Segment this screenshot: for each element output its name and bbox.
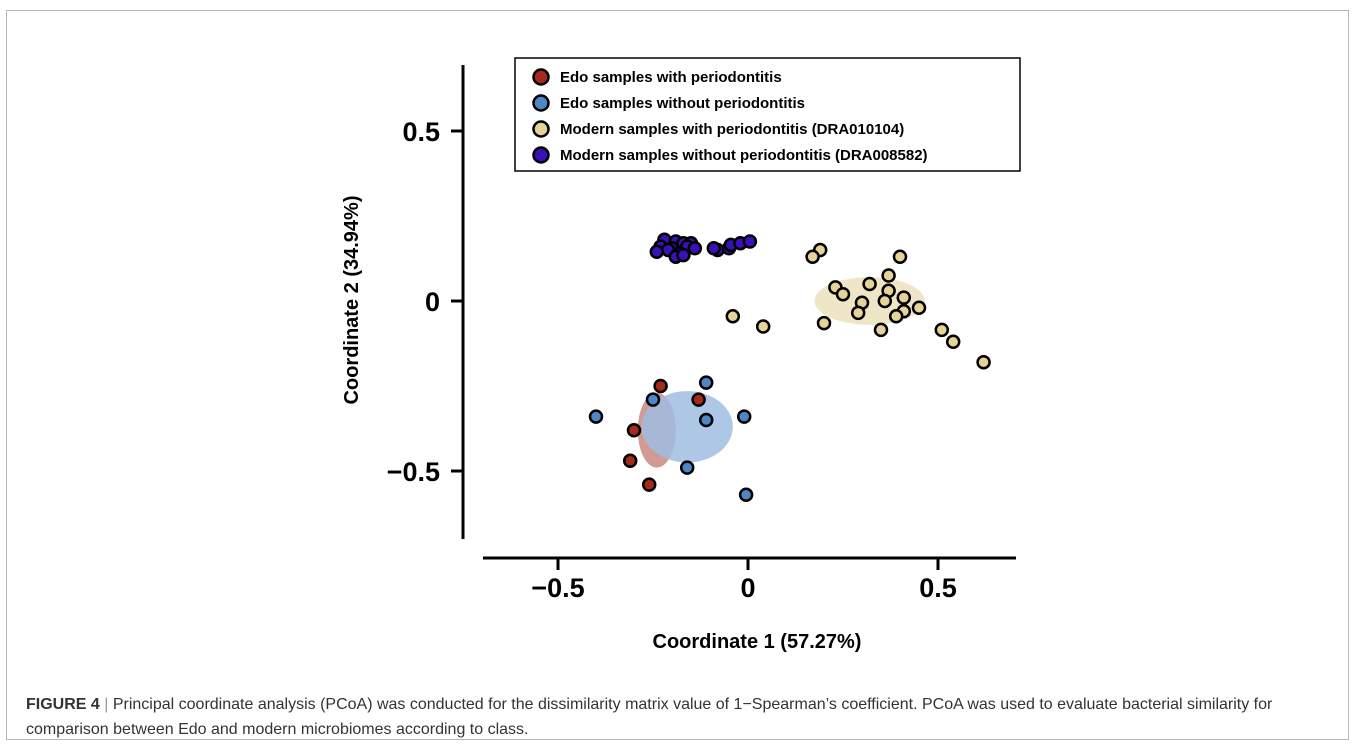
data-point xyxy=(653,378,668,394)
y-tick-label: 0.5 xyxy=(402,117,440,147)
data-point xyxy=(888,309,904,324)
legend-label: Edo samples with periodontitis xyxy=(560,69,782,86)
data-point xyxy=(725,309,741,324)
x-tick-label: 0.5 xyxy=(919,573,957,603)
scatter-points xyxy=(588,232,991,503)
legend-marker xyxy=(532,94,550,112)
y-tick-label: 0 xyxy=(425,287,440,317)
legend-label: Modern samples with periodontitis (DRA01… xyxy=(560,121,904,138)
x-tick-label: −0.5 xyxy=(531,573,584,603)
data-point xyxy=(805,249,820,265)
x-axis-title: Coordinate 1 (57.27%) xyxy=(653,631,862,653)
data-point xyxy=(873,322,889,338)
data-point xyxy=(738,487,754,503)
legend-label: Edo samples without periodontitis xyxy=(560,95,805,112)
figure-caption: FIGURE 4 | Principal coordinate analysis… xyxy=(26,692,1326,742)
data-point xyxy=(706,241,722,256)
data-point xyxy=(881,268,896,283)
data-point xyxy=(816,315,832,331)
figure-label: FIGURE 4 xyxy=(26,696,100,713)
data-point xyxy=(645,392,661,407)
data-point xyxy=(850,305,866,321)
y-axis-title: Coordinate 2 (34.94%) xyxy=(341,196,363,405)
data-point xyxy=(676,247,691,263)
data-point xyxy=(698,412,714,428)
data-point xyxy=(877,293,893,309)
confidence-ellipse xyxy=(641,391,733,463)
data-point xyxy=(934,322,950,338)
figure-frame xyxy=(6,10,1349,740)
data-point xyxy=(911,300,927,316)
legend-marker xyxy=(532,146,550,164)
x-tick-label: 0 xyxy=(740,573,755,603)
legend-box xyxy=(514,57,1021,172)
caption-separator: | xyxy=(99,696,113,713)
data-point xyxy=(687,241,703,256)
data-point xyxy=(862,276,877,292)
data-point xyxy=(679,460,695,475)
data-point xyxy=(835,286,851,302)
pcoa-scatter-chart: 0.5 0 −0.5 −0.5 0 0.5 Coordinate 1 (57.27%) C… xyxy=(341,57,1021,653)
legend-items: Edo samples with periodontitis Edo sample… xyxy=(532,68,928,164)
legend-marker xyxy=(532,120,550,138)
data-point xyxy=(945,334,961,350)
data-point xyxy=(698,375,714,390)
data-point xyxy=(896,290,912,305)
data-point xyxy=(755,319,771,334)
data-point xyxy=(736,409,752,424)
data-point xyxy=(976,354,991,370)
data-point xyxy=(742,234,758,249)
data-point xyxy=(649,244,665,259)
caption-text: Principal coordinate analysis (PCoA) was… xyxy=(26,696,1273,738)
data-point xyxy=(626,422,642,438)
data-point xyxy=(691,392,706,407)
data-point xyxy=(641,477,657,492)
legend: Edo samples with periodontitis Edo sample… xyxy=(514,57,1021,172)
legend-label: Modern samples without periodontitis (DR… xyxy=(560,147,928,164)
data-point xyxy=(892,249,908,265)
y-tick-label: −0.5 xyxy=(387,457,440,487)
data-point xyxy=(622,453,638,469)
data-point xyxy=(588,409,604,424)
legend-marker xyxy=(532,68,550,86)
axis-ticks: 0.5 0 −0.5 −0.5 0 0.5 xyxy=(387,117,957,603)
